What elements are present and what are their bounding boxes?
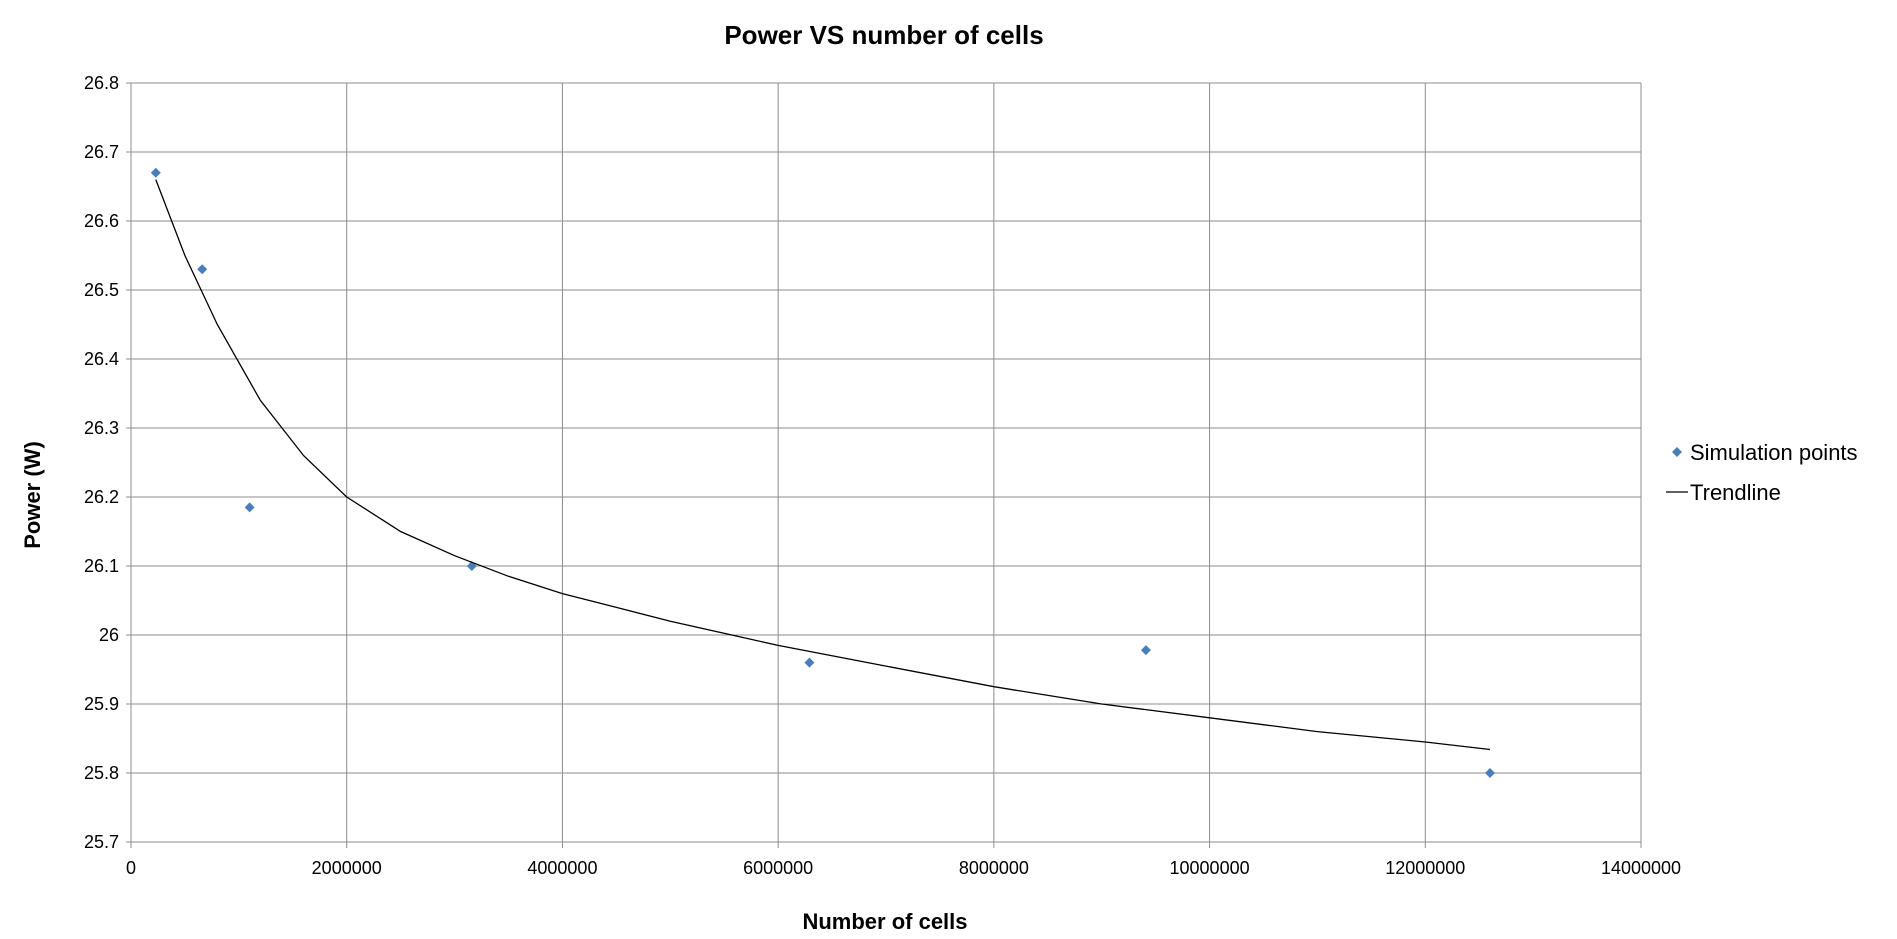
chart-title: Power VS number of cells [724, 20, 1043, 50]
y-tick-label: 26.3 [84, 418, 119, 438]
gridlines [131, 82, 1642, 842]
legend-label: Trendline [1690, 480, 1781, 505]
x-tick-label: 4000000 [527, 858, 597, 878]
y-tick-label: 26.6 [84, 211, 119, 231]
data-point [1140, 645, 1151, 656]
x-tick-label: 14000000 [1601, 858, 1681, 878]
y-axis-ticks: 25.7 25.8 25.9 26 26.1 26.2 26.3 26.4 26.5 26.6 26… [84, 73, 131, 852]
y-tick-label: 26.7 [84, 142, 119, 162]
data-point [804, 657, 815, 668]
y-tick-label: 26.4 [84, 349, 119, 369]
x-tick-label: 8000000 [959, 858, 1029, 878]
y-tick-label: 26.2 [84, 487, 119, 507]
data-point [197, 264, 208, 275]
series [150, 167, 1495, 778]
x-tick-label: 12000000 [1385, 858, 1465, 878]
trendline-path [155, 179, 1491, 751]
y-axis-title: Power (W) [20, 441, 45, 549]
data-point [150, 167, 161, 178]
x-tick-label: 6000000 [743, 858, 813, 878]
legend: Simulation points Trendline [1666, 440, 1858, 505]
y-tick-label: 25.8 [84, 763, 119, 783]
x-tick-label: 0 [126, 858, 136, 878]
legend-label: Simulation points [1690, 440, 1858, 465]
y-tick-label: 26 [99, 625, 119, 645]
y-tick-label: 25.9 [84, 694, 119, 714]
x-axis-title: Number of cells [802, 909, 967, 934]
axes [130, 83, 1641, 843]
data-point [1485, 768, 1495, 778]
legend-marker-swatch [1672, 447, 1682, 457]
data-point [244, 502, 255, 513]
x-tick-label: 2000000 [312, 858, 382, 878]
x-axis-ticks: 0 2000000 4000000 6000000 8000000 10000000 120… [126, 842, 1681, 878]
y-tick-label: 26.8 [84, 73, 119, 93]
y-tick-label: 26.5 [84, 280, 119, 300]
y-tick-label: 26.1 [84, 556, 119, 576]
x-tick-label: 10000000 [1170, 858, 1250, 878]
y-tick-label: 25.7 [84, 832, 119, 852]
